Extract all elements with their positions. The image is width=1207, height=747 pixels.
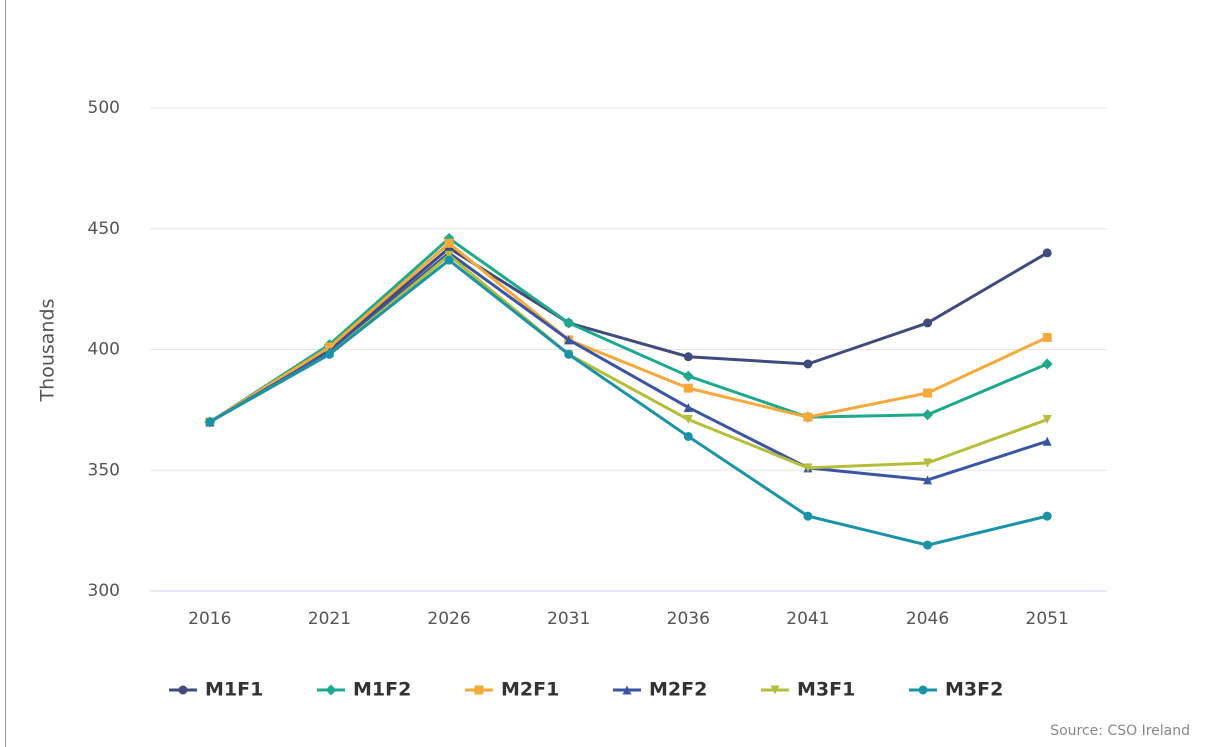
marker	[324, 349, 334, 359]
x-tick-label: 2026	[427, 609, 470, 629]
marker	[564, 335, 574, 345]
marker	[770, 685, 780, 695]
marker	[923, 458, 933, 468]
marker	[683, 415, 693, 425]
series-line	[209, 251, 1048, 482]
marker	[1041, 358, 1053, 370]
marker	[683, 383, 693, 393]
legend-label: M1F2	[353, 679, 411, 701]
legend-label: M3F1	[797, 679, 855, 701]
marker	[918, 685, 928, 695]
marker	[923, 475, 933, 485]
marker	[923, 540, 933, 550]
series-line	[209, 253, 1048, 470]
marker	[622, 685, 632, 695]
marker	[474, 685, 484, 695]
marker	[444, 250, 454, 260]
marker	[682, 370, 694, 382]
marker	[1042, 511, 1052, 521]
y-tick-label: 350	[88, 460, 120, 480]
marker	[563, 317, 575, 329]
x-tick-label: 2051	[1026, 609, 1069, 629]
legend: M1F1 M1F2 M2F1 M2F2 M3F1 M3F2	[169, 679, 1003, 701]
marker	[205, 417, 215, 427]
series-line	[209, 246, 1048, 424]
marker	[1042, 248, 1052, 258]
y-tick-label: 400	[88, 340, 120, 360]
marker	[1042, 415, 1052, 425]
series-line	[209, 241, 1048, 424]
x-tick-label: 2031	[547, 609, 590, 629]
marker	[683, 402, 693, 412]
x-tick-label: 2016	[188, 609, 231, 629]
y-tick-label: 500	[88, 98, 120, 118]
marker	[803, 359, 813, 369]
x-tick-label: 2021	[308, 609, 351, 629]
series-line	[208, 236, 1048, 424]
x-tick-label: 2046	[906, 609, 949, 629]
marker	[923, 388, 933, 398]
marker	[923, 318, 933, 328]
marker	[683, 431, 693, 441]
marker	[803, 463, 813, 473]
marker	[803, 412, 813, 422]
legend-label: M3F2	[945, 679, 1003, 701]
marker	[178, 685, 188, 695]
y-tick-label: 300	[88, 581, 120, 601]
legend-label: M1F1	[205, 679, 263, 701]
marker	[803, 511, 813, 521]
source: Source: CSO Ireland	[1050, 723, 1190, 739]
legend-label: M2F1	[501, 679, 559, 701]
marker	[564, 349, 574, 359]
marker	[1042, 436, 1052, 446]
y-axis-label: Thousands	[37, 299, 59, 403]
marker	[683, 352, 693, 362]
marker	[1042, 332, 1052, 342]
marker	[444, 255, 454, 265]
x-tick-label: 2036	[667, 609, 710, 629]
legend-label: M2F2	[649, 679, 707, 701]
series-line	[209, 258, 1048, 547]
marker	[325, 684, 337, 696]
marker	[922, 409, 934, 421]
marker	[444, 238, 454, 248]
y-tick-label: 450	[88, 219, 120, 239]
x-tick-label: 2041	[786, 609, 829, 629]
